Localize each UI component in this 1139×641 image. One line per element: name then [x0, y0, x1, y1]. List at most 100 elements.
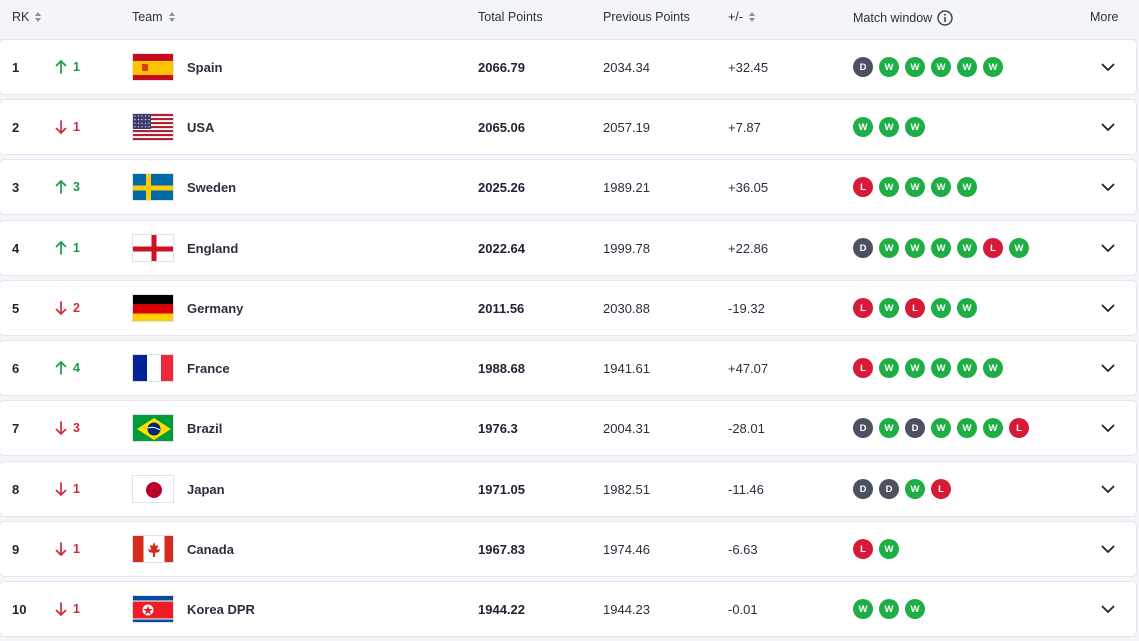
result-badge: W — [905, 117, 925, 137]
team-header-label: Team — [132, 10, 163, 24]
france-flag-icon — [132, 354, 174, 382]
team-flag — [132, 100, 174, 154]
table-row[interactable]: 9 1 Canada 1967.83 1974.46 -6.63 L W — [0, 521, 1137, 577]
result-badge: W — [957, 358, 977, 378]
canada-flag-icon — [132, 535, 174, 563]
sort-icon[interactable] — [168, 11, 176, 23]
total-points: 1971.05 — [478, 481, 525, 497]
arrow-up-icon — [55, 60, 67, 74]
expand-row-button[interactable] — [1098, 281, 1118, 335]
rank-change: 1 — [55, 462, 80, 516]
team-name[interactable]: Germany — [187, 300, 244, 316]
team-flag — [132, 582, 174, 636]
total-points: 1944.22 — [478, 601, 525, 617]
japan-flag-icon — [132, 475, 174, 503]
chevron-down-icon[interactable] — [1101, 123, 1115, 132]
team-name[interactable]: Canada — [187, 541, 234, 557]
info-icon[interactable] — [937, 10, 953, 26]
arrow-up-icon — [55, 241, 67, 255]
total-points: 1988.68 — [478, 360, 525, 376]
result-badge: W — [931, 57, 951, 77]
team-name[interactable]: USA — [187, 119, 215, 135]
chevron-down-icon[interactable] — [1101, 605, 1115, 614]
table-row[interactable]: 2 1 USA 2065.06 2057.19 +7.87 W W W — [0, 99, 1137, 155]
points-diff: -0.01 — [728, 601, 758, 617]
result-badge: W — [957, 57, 977, 77]
expand-row-button[interactable] — [1098, 341, 1118, 395]
chevron-down-icon[interactable] — [1101, 485, 1115, 494]
chevron-down-icon[interactable] — [1101, 244, 1115, 253]
rank-header-label: RK — [12, 10, 30, 24]
result-badge: W — [879, 57, 899, 77]
table-row[interactable]: 1 1 Spain 2066.79 2034.34 +32.45 D W W W W W — [0, 39, 1137, 95]
result-badge: D — [853, 418, 873, 438]
chevron-down-icon[interactable] — [1101, 304, 1115, 313]
chevron-down-icon[interactable] — [1101, 424, 1115, 433]
chevron-down-icon[interactable] — [1101, 545, 1115, 554]
result-badge: W — [983, 358, 1003, 378]
table-row[interactable]: 6 4 France 1988.68 1941.61 +47.07 L W W W W W — [0, 340, 1137, 396]
result-badge: D — [853, 238, 873, 258]
previous-points-header: Previous Points — [603, 10, 690, 24]
diff-header[interactable]: +/- — [728, 10, 756, 24]
table-row[interactable]: 5 2 Germany 2011.56 2030.88 -19.32 L W L W W — [0, 280, 1137, 336]
team-name[interactable]: Japan — [187, 481, 225, 497]
expand-row-button[interactable] — [1098, 100, 1118, 154]
chevron-down-icon[interactable] — [1101, 364, 1115, 373]
previous-points-header-label: Previous Points — [603, 10, 690, 24]
chevron-down-icon[interactable] — [1101, 183, 1115, 192]
expand-row-button[interactable] — [1098, 40, 1118, 94]
team-name[interactable]: France — [187, 360, 230, 376]
chevron-down-icon[interactable] — [1101, 63, 1115, 72]
rank-change: 1 — [55, 582, 80, 636]
result-badge: W — [905, 479, 925, 499]
rank-value: 7 — [12, 420, 20, 436]
expand-row-button[interactable] — [1098, 582, 1118, 636]
team-name[interactable]: Korea DPR — [187, 601, 255, 617]
result-badge: W — [879, 177, 899, 197]
arrow-up-icon — [55, 361, 67, 375]
team-flag — [132, 160, 174, 214]
rank-value: 5 — [12, 300, 20, 316]
points-diff: +36.05 — [728, 179, 769, 195]
expand-row-button[interactable] — [1098, 160, 1118, 214]
more-header: More — [1090, 10, 1118, 24]
total-points: 2066.79 — [478, 59, 525, 75]
rank-change-value: 1 — [73, 542, 80, 556]
more-header-label: More — [1090, 10, 1119, 24]
sweden-flag-icon — [132, 173, 174, 201]
expand-row-button[interactable] — [1098, 522, 1118, 576]
result-badge: W — [879, 358, 899, 378]
rank-change-value: 4 — [73, 361, 80, 375]
team-name[interactable]: Sweden — [187, 179, 237, 195]
table-row[interactable]: 10 1 Korea DPR 1944.22 1944.23 -0.01 W W W — [0, 581, 1137, 637]
team-name[interactable]: Spain — [187, 59, 223, 75]
arrow-down-icon — [55, 120, 67, 134]
table-row[interactable]: 4 1 England 2022.64 1999.78 +22.86 D W W W W L W — [0, 220, 1137, 276]
expand-row-button[interactable] — [1098, 401, 1118, 455]
team-header[interactable]: Team — [132, 10, 176, 24]
sort-icon[interactable] — [748, 11, 756, 23]
sort-icon[interactable] — [34, 11, 42, 23]
rank-value: 4 — [12, 240, 20, 256]
table-row[interactable]: 8 1 Japan 1971.05 1982.51 -11.46 D D W L — [0, 461, 1137, 517]
table-row[interactable]: 3 3 Sweden 2025.26 1989.21 +36.05 L W W W W — [0, 159, 1137, 215]
previous-points: 2057.19 — [603, 119, 650, 135]
previous-points: 2034.34 — [603, 59, 650, 75]
previous-points: 2004.31 — [603, 420, 650, 436]
previous-points: 1989.21 — [603, 179, 650, 195]
points-diff: -19.32 — [728, 300, 765, 316]
rank-header[interactable]: RK — [12, 10, 42, 24]
team-name[interactable]: England — [187, 240, 239, 256]
result-badge: D — [853, 479, 873, 499]
expand-row-button[interactable] — [1098, 462, 1118, 516]
previous-points: 1982.51 — [603, 481, 650, 497]
expand-row-button[interactable] — [1098, 221, 1118, 275]
table-row[interactable]: 7 3 Brazil 1976.3 2004.31 -28.01 D W D W W W L — [0, 400, 1137, 456]
team-name[interactable]: Brazil — [187, 420, 223, 436]
result-badge: W — [879, 298, 899, 318]
result-badge: W — [905, 177, 925, 197]
